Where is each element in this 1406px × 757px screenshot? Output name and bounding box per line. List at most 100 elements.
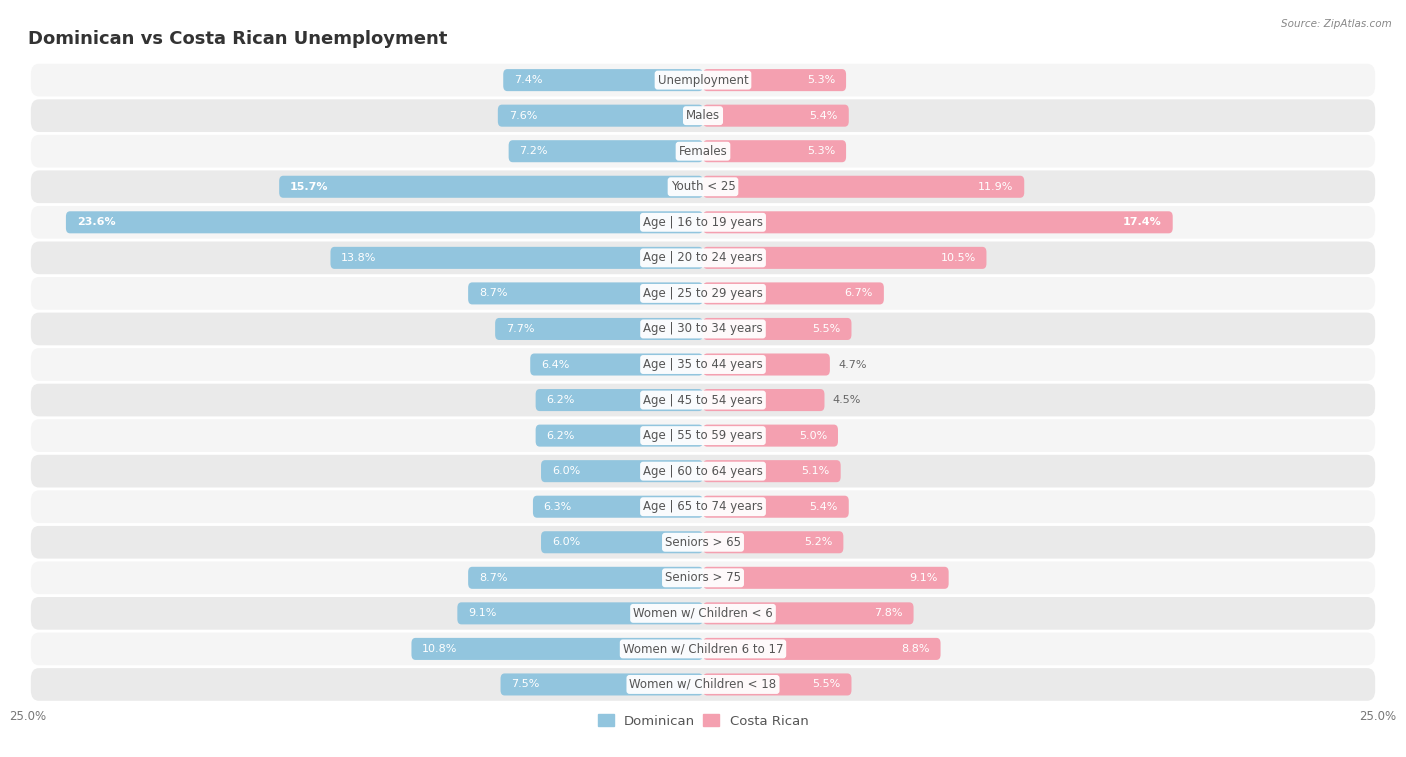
FancyBboxPatch shape <box>31 348 1375 381</box>
FancyBboxPatch shape <box>533 496 703 518</box>
Text: Women w/ Children 6 to 17: Women w/ Children 6 to 17 <box>623 643 783 656</box>
Text: Age | 25 to 29 years: Age | 25 to 29 years <box>643 287 763 300</box>
Text: 7.6%: 7.6% <box>509 111 537 120</box>
Text: Males: Males <box>686 109 720 122</box>
FancyBboxPatch shape <box>703 282 884 304</box>
Text: 5.5%: 5.5% <box>813 680 841 690</box>
FancyBboxPatch shape <box>503 69 703 91</box>
FancyBboxPatch shape <box>495 318 703 340</box>
Text: 5.4%: 5.4% <box>810 111 838 120</box>
Text: Women w/ Children < 18: Women w/ Children < 18 <box>630 678 776 691</box>
FancyBboxPatch shape <box>66 211 703 233</box>
FancyBboxPatch shape <box>703 104 849 126</box>
FancyBboxPatch shape <box>457 603 703 625</box>
Text: 6.7%: 6.7% <box>845 288 873 298</box>
Text: 23.6%: 23.6% <box>77 217 115 227</box>
FancyBboxPatch shape <box>31 135 1375 167</box>
FancyBboxPatch shape <box>31 170 1375 203</box>
FancyBboxPatch shape <box>541 460 703 482</box>
Text: 8.7%: 8.7% <box>479 573 508 583</box>
Text: 6.2%: 6.2% <box>547 395 575 405</box>
FancyBboxPatch shape <box>31 419 1375 452</box>
FancyBboxPatch shape <box>31 633 1375 665</box>
Text: 6.2%: 6.2% <box>547 431 575 441</box>
FancyBboxPatch shape <box>31 313 1375 345</box>
FancyBboxPatch shape <box>703 354 830 375</box>
FancyBboxPatch shape <box>703 425 838 447</box>
Text: 5.3%: 5.3% <box>807 75 835 85</box>
FancyBboxPatch shape <box>703 674 852 696</box>
Text: Dominican vs Costa Rican Unemployment: Dominican vs Costa Rican Unemployment <box>28 30 447 48</box>
Text: 4.7%: 4.7% <box>838 360 866 369</box>
FancyBboxPatch shape <box>31 384 1375 416</box>
FancyBboxPatch shape <box>498 104 703 126</box>
Text: Age | 65 to 74 years: Age | 65 to 74 years <box>643 500 763 513</box>
FancyBboxPatch shape <box>703 318 852 340</box>
FancyBboxPatch shape <box>541 531 703 553</box>
Text: Unemployment: Unemployment <box>658 73 748 86</box>
Text: Age | 45 to 54 years: Age | 45 to 54 years <box>643 394 763 407</box>
FancyBboxPatch shape <box>703 176 1024 198</box>
Text: 7.5%: 7.5% <box>512 680 540 690</box>
Text: Seniors > 65: Seniors > 65 <box>665 536 741 549</box>
Text: Females: Females <box>679 145 727 157</box>
Text: Age | 55 to 59 years: Age | 55 to 59 years <box>643 429 763 442</box>
Text: 9.1%: 9.1% <box>910 573 938 583</box>
FancyBboxPatch shape <box>703 567 949 589</box>
Text: 6.4%: 6.4% <box>541 360 569 369</box>
FancyBboxPatch shape <box>509 140 703 162</box>
FancyBboxPatch shape <box>703 496 849 518</box>
FancyBboxPatch shape <box>703 140 846 162</box>
FancyBboxPatch shape <box>468 567 703 589</box>
FancyBboxPatch shape <box>412 638 703 660</box>
Text: 7.8%: 7.8% <box>875 609 903 618</box>
FancyBboxPatch shape <box>31 562 1375 594</box>
FancyBboxPatch shape <box>31 668 1375 701</box>
FancyBboxPatch shape <box>530 354 703 375</box>
Text: 7.7%: 7.7% <box>506 324 534 334</box>
FancyBboxPatch shape <box>330 247 703 269</box>
Text: 5.3%: 5.3% <box>807 146 835 156</box>
FancyBboxPatch shape <box>31 206 1375 238</box>
FancyBboxPatch shape <box>536 389 703 411</box>
FancyBboxPatch shape <box>703 247 987 269</box>
Text: Age | 16 to 19 years: Age | 16 to 19 years <box>643 216 763 229</box>
FancyBboxPatch shape <box>703 638 941 660</box>
Text: 8.7%: 8.7% <box>479 288 508 298</box>
FancyBboxPatch shape <box>501 674 703 696</box>
FancyBboxPatch shape <box>31 526 1375 559</box>
Text: 9.1%: 9.1% <box>468 609 496 618</box>
FancyBboxPatch shape <box>280 176 703 198</box>
Text: 10.5%: 10.5% <box>941 253 976 263</box>
Text: 6.0%: 6.0% <box>551 466 581 476</box>
FancyBboxPatch shape <box>703 531 844 553</box>
Text: Age | 30 to 34 years: Age | 30 to 34 years <box>643 322 763 335</box>
FancyBboxPatch shape <box>703 69 846 91</box>
Text: Age | 20 to 24 years: Age | 20 to 24 years <box>643 251 763 264</box>
FancyBboxPatch shape <box>703 389 824 411</box>
Text: 5.2%: 5.2% <box>804 537 832 547</box>
Text: Women w/ Children < 6: Women w/ Children < 6 <box>633 607 773 620</box>
FancyBboxPatch shape <box>31 597 1375 630</box>
Text: 13.8%: 13.8% <box>342 253 377 263</box>
Text: 5.4%: 5.4% <box>810 502 838 512</box>
Text: 5.1%: 5.1% <box>801 466 830 476</box>
Text: Age | 60 to 64 years: Age | 60 to 64 years <box>643 465 763 478</box>
Legend: Dominican, Costa Rican: Dominican, Costa Rican <box>592 709 814 733</box>
FancyBboxPatch shape <box>31 491 1375 523</box>
FancyBboxPatch shape <box>703 460 841 482</box>
Text: 11.9%: 11.9% <box>979 182 1014 192</box>
Text: Youth < 25: Youth < 25 <box>671 180 735 193</box>
Text: 7.4%: 7.4% <box>515 75 543 85</box>
Text: 15.7%: 15.7% <box>290 182 329 192</box>
FancyBboxPatch shape <box>703 603 914 625</box>
FancyBboxPatch shape <box>536 425 703 447</box>
FancyBboxPatch shape <box>468 282 703 304</box>
FancyBboxPatch shape <box>703 211 1173 233</box>
Text: 4.5%: 4.5% <box>832 395 860 405</box>
FancyBboxPatch shape <box>31 277 1375 310</box>
Text: Age | 35 to 44 years: Age | 35 to 44 years <box>643 358 763 371</box>
Text: Source: ZipAtlas.com: Source: ZipAtlas.com <box>1281 19 1392 29</box>
FancyBboxPatch shape <box>31 99 1375 132</box>
FancyBboxPatch shape <box>31 455 1375 488</box>
